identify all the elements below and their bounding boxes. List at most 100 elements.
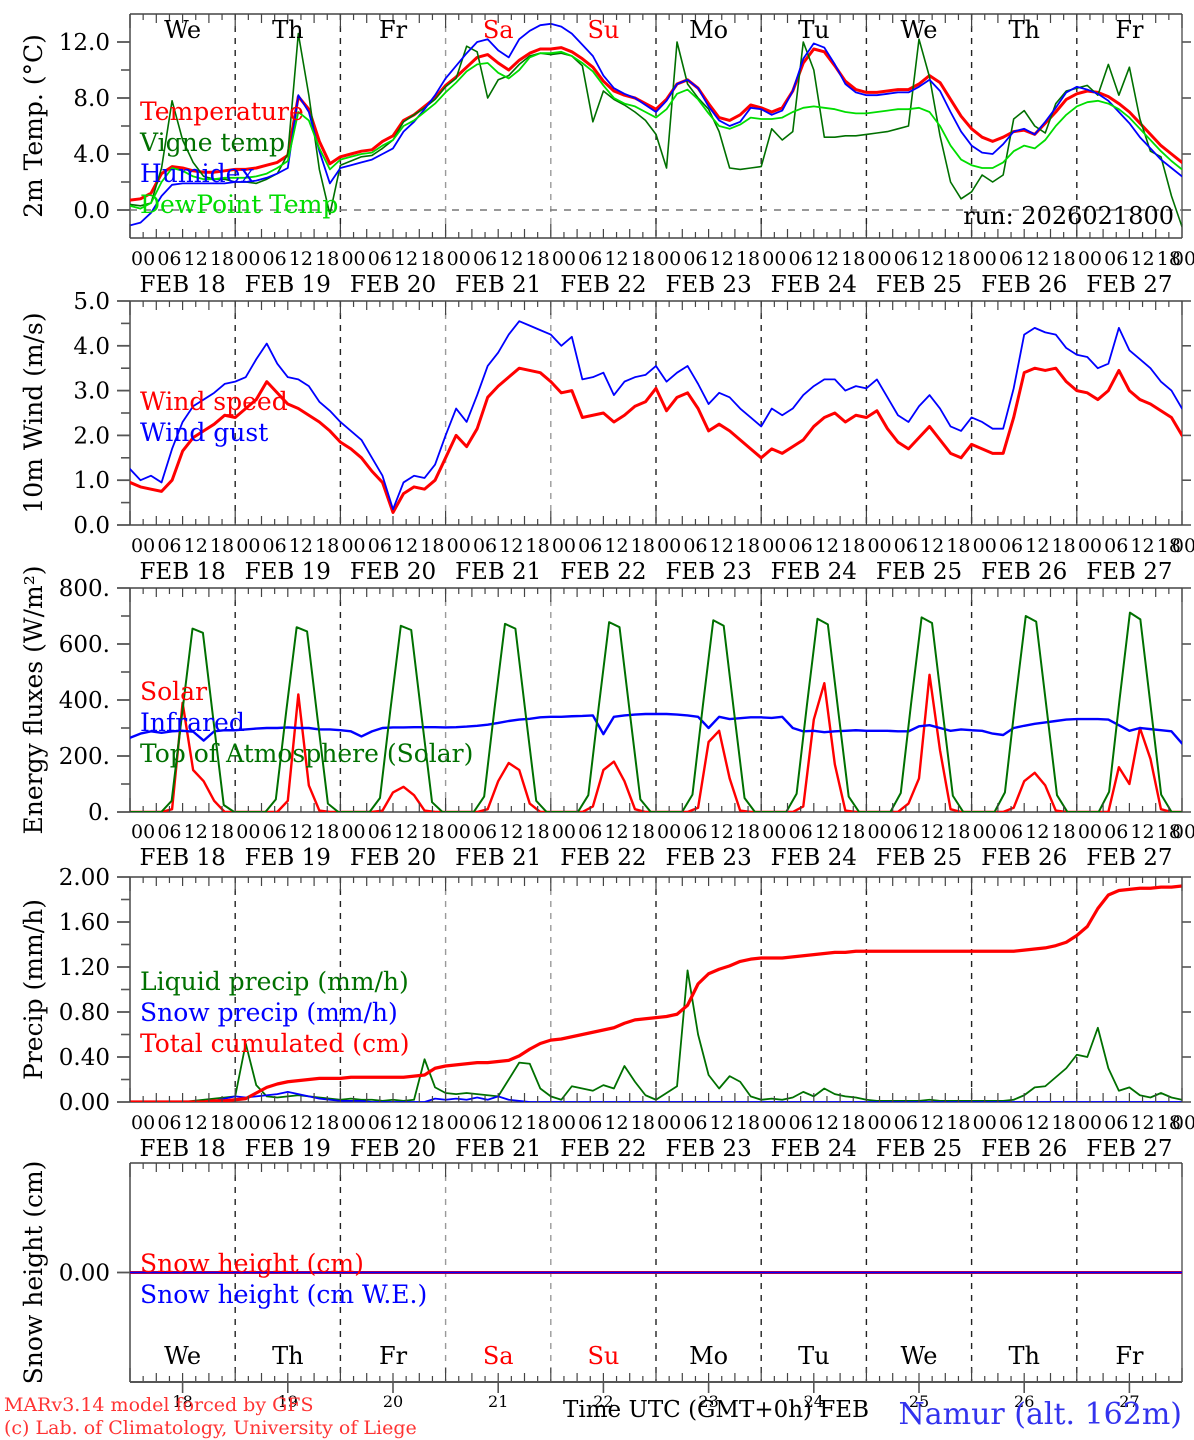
xtick-hour-label: 18 (526, 1112, 550, 1134)
xaxis-day-label: FEB 19 (245, 1136, 331, 1162)
location-label: Namur (alt. 162m) (898, 1397, 1182, 1432)
xtick-hour-label: 18 (736, 535, 760, 557)
xtick-hour-label: 06 (683, 1112, 707, 1134)
xtick-hour-label: 06 (368, 535, 392, 557)
ytick-label-wind-0: 0.0 (73, 513, 110, 539)
xtick-hour-label: 12 (1130, 248, 1154, 270)
xtick-hour-label: 00 (1078, 1112, 1102, 1134)
xtick-hour-label: 18 (841, 248, 865, 270)
xaxis-day-label: FEB 19 (245, 272, 331, 298)
legend-temperature-dewpoint-temp: DewPoint Temp (140, 190, 338, 219)
xtick-hour-label: 12 (184, 1112, 208, 1134)
xtick-hour-label: 18 (210, 535, 234, 557)
ytick-label-energy_fluxes-4: 800. (59, 576, 110, 602)
ytick-label-energy_fluxes-1: 200. (59, 744, 110, 770)
series-energy_fluxes-solar (130, 673, 1182, 812)
xtick-hour-label: 06 (578, 535, 602, 557)
xtick-hour-label: 18 (315, 821, 339, 843)
xaxis-day-label: FEB 27 (1086, 272, 1172, 298)
xtick-hour-label: 12 (289, 821, 313, 843)
xtick-hour-label: 00 (552, 535, 576, 557)
xtick-hour-label: 06 (368, 821, 392, 843)
xtick-hour-label: 18 (946, 535, 970, 557)
xtick-hour-label: 12 (394, 535, 418, 557)
legend-precip-total-cumulated-cm: Total cumulated (cm) (140, 1029, 410, 1058)
xtick-hour-label: 18 (526, 535, 550, 557)
ytick-label-temperature-1: 4.0 (73, 142, 110, 168)
xaxis-day-label: FEB 21 (455, 1136, 541, 1162)
xtick-hour-label: 12 (394, 248, 418, 270)
dow-label-top-2: Fr (379, 16, 408, 44)
xtick-hour-label: 00 (236, 821, 260, 843)
series-energy_fluxes-top-of-atmosphere-solar (130, 611, 1182, 812)
xtick-hour-label: 12 (499, 535, 523, 557)
dow-label-top-0: We (164, 16, 201, 44)
xtick-hour-label: 12 (289, 535, 313, 557)
xtick-hour-label: 06 (263, 248, 287, 270)
xtick-hour-label: 12 (815, 821, 839, 843)
xaxis-day-label: FEB 20 (350, 845, 436, 871)
legend-snow_height-snow-height-cm-w-e: Snow height (cm W.E.) (140, 1280, 427, 1309)
xaxis-day-label: FEB 18 (139, 559, 225, 585)
dow-label-bottom-6: Tu (798, 1342, 829, 1370)
xtick-hour-label: 06 (683, 821, 707, 843)
bottom-axis-day-number-1: 19 (278, 1392, 298, 1411)
series-precip-total-cumulated-cm (130, 884, 1182, 1102)
xtick-hour-label: 12 (289, 248, 313, 270)
xtick-hour-label: 06 (473, 1112, 497, 1134)
xtick-hour-label: 18 (1157, 821, 1181, 843)
xtick-hour-label-final: 00 (1172, 535, 1194, 557)
bottom-axis-day-number-0: 18 (172, 1392, 192, 1411)
dow-label-bottom-7: We (901, 1342, 938, 1370)
ylabel-wind: 10m Wind (m/s) (19, 312, 48, 513)
legend-temperature-vigne-temp: Vigne temp (139, 128, 285, 157)
xtick-hour-label: 12 (499, 821, 523, 843)
ylabel-energy_fluxes: Energy fluxes (W/m²) (19, 566, 48, 835)
xtick-hour-label: 06 (999, 1112, 1023, 1134)
xtick-hour-label: 12 (1025, 1112, 1049, 1134)
xtick-hour-label: 00 (762, 1112, 786, 1134)
xtick-hour-label: 00 (867, 1112, 891, 1134)
xtick-hour-label-final: 00 (1172, 1112, 1194, 1134)
series-wind-wind-gust (130, 320, 1182, 511)
xtick-hour-label: 18 (946, 1112, 970, 1134)
xtick-hour-label: 06 (1104, 821, 1128, 843)
xtick-hour-label: 00 (341, 248, 365, 270)
xtick-hour-label: 18 (315, 535, 339, 557)
xtick-hour-label: 06 (894, 535, 918, 557)
xtick-hour-label: 12 (604, 535, 628, 557)
xtick-hour-label: 00 (762, 535, 786, 557)
ytick-label-precip-1: 0.40 (59, 1045, 110, 1071)
xtick-hour-label: 18 (1052, 1112, 1076, 1134)
ytick-label-precip-3: 1.20 (59, 955, 110, 981)
xtick-hour-label: 18 (946, 248, 970, 270)
series-temperature-humidex (130, 22, 1182, 227)
dow-label-bottom-2: Fr (379, 1342, 408, 1370)
xtick-hour-label: 06 (473, 821, 497, 843)
ytick-label-energy_fluxes-0: 0. (88, 800, 110, 826)
xaxis-day-label: FEB 19 (245, 559, 331, 585)
xaxis-day-label: FEB 22 (560, 1136, 646, 1162)
xtick-hour-label: 00 (447, 248, 471, 270)
xaxis-day-label: FEB 18 (139, 1136, 225, 1162)
series-temperature-dewpoint-temp (130, 50, 1182, 210)
xtick-hour-label: 00 (1078, 248, 1102, 270)
xtick-hour-label: 18 (946, 821, 970, 843)
xaxis-day-label: FEB 18 (139, 272, 225, 298)
xtick-hour-label: 00 (552, 821, 576, 843)
xaxis-day-label: FEB 23 (665, 845, 751, 871)
dow-label-top-3: Sa (483, 16, 514, 44)
bottom-axis-day-number-2: 20 (383, 1392, 403, 1411)
legend-energy_fluxes-infrared: Infrared (140, 708, 245, 737)
ylabel-temperature: 2m Temp. (°C) (19, 34, 48, 218)
series-precip-snow-precip-mm-h (130, 1090, 1182, 1102)
xtick-hour-label: 12 (499, 248, 523, 270)
ytick-label-temperature-2: 8.0 (73, 86, 110, 112)
xtick-hour-label: 06 (894, 1112, 918, 1134)
dow-label-top-9: Fr (1115, 16, 1144, 44)
xtick-hour-label: 00 (973, 821, 997, 843)
xaxis-day-label: FEB 25 (876, 272, 962, 298)
xtick-hour-label: 18 (736, 821, 760, 843)
xtick-hour-label: 00 (552, 1112, 576, 1134)
